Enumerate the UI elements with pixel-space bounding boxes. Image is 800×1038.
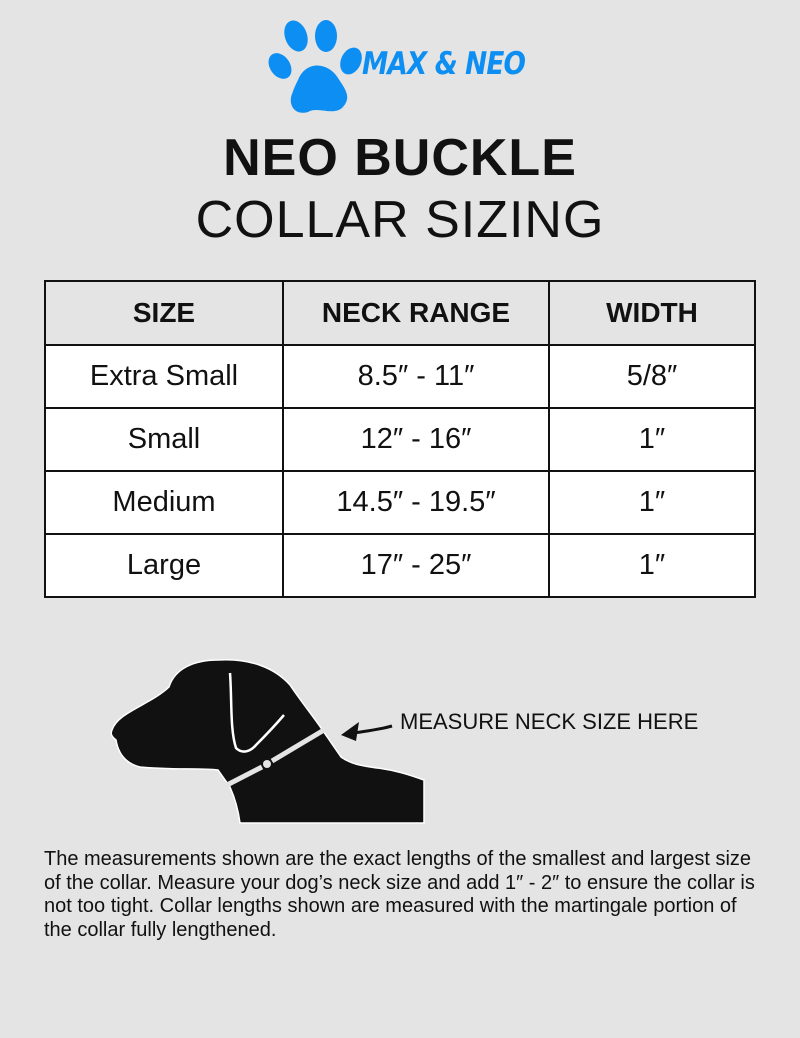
cell-width: 1″: [548, 470, 756, 535]
cell-width: 1″: [548, 407, 756, 472]
header-width: WIDTH: [548, 280, 756, 346]
title-line-2: COLLAR SIZING: [195, 191, 605, 249]
table-row: Large 17″ - 25″ 1″: [44, 533, 756, 598]
sizing-table: SIZE NECK RANGE WIDTH Extra Small 8.5″ -…: [44, 280, 756, 598]
dog-silhouette-icon: [110, 659, 425, 824]
header-neck-range: NECK RANGE: [282, 280, 550, 346]
brand-name: MAX & NEO: [362, 46, 526, 82]
cell-size: Medium: [44, 470, 284, 535]
measure-label: MEASURE NECK SIZE HERE: [400, 709, 699, 734]
measurement-note: The measurements shown are the exact len…: [44, 848, 755, 941]
table-row: Small 12″ - 16″ 1″: [44, 407, 756, 472]
cell-neck-range: 14.5″ - 19.5″: [282, 470, 550, 535]
paw-icon: [268, 20, 362, 113]
title-line-1: NEO BUCKLE: [223, 129, 577, 187]
cell-size: Small: [44, 407, 284, 472]
cell-width: 5/8″: [548, 344, 756, 409]
cell-neck-range: 12″ - 16″: [282, 407, 550, 472]
table-header-row: SIZE NECK RANGE WIDTH: [44, 280, 756, 346]
cell-size: Large: [44, 533, 284, 598]
cell-neck-range: 17″ - 25″: [282, 533, 550, 598]
table-row: Medium 14.5″ - 19.5″ 1″: [44, 470, 756, 535]
header-size: SIZE: [44, 280, 284, 346]
cell-size: Extra Small: [44, 344, 284, 409]
cell-width: 1″: [548, 533, 756, 598]
table-row: Extra Small 8.5″ - 11″ 5/8″: [44, 344, 756, 409]
cell-neck-range: 8.5″ - 11″: [282, 344, 550, 409]
